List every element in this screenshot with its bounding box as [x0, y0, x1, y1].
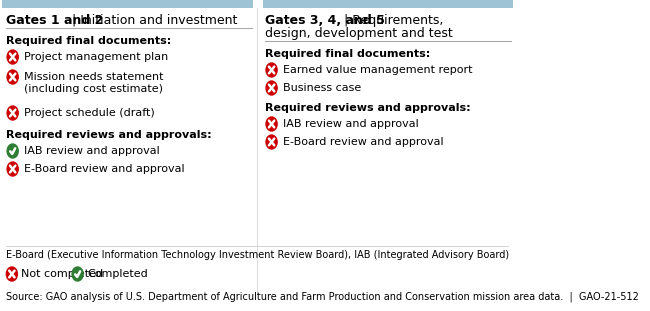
Circle shape: [7, 50, 18, 64]
Circle shape: [7, 106, 18, 120]
Text: Business case: Business case: [283, 83, 361, 93]
Circle shape: [266, 135, 277, 149]
Text: Required final documents:: Required final documents:: [6, 36, 172, 46]
Text: Project management plan: Project management plan: [24, 52, 168, 62]
Text: Required final documents:: Required final documents:: [265, 49, 430, 59]
Circle shape: [266, 81, 277, 95]
Text: Gates 3, 4, and 5: Gates 3, 4, and 5: [265, 14, 385, 27]
Text: E-Board (Executive Information Technology Investment Review Board), IAB (Integra: E-Board (Executive Information Technolog…: [6, 250, 510, 260]
Text: IAB review and approval: IAB review and approval: [24, 146, 159, 156]
Text: | Initiation and investment: | Initiation and investment: [68, 14, 237, 27]
Text: Project schedule (draft): Project schedule (draft): [24, 108, 155, 118]
Text: Mission needs statement
(including cost estimate): Mission needs statement (including cost …: [24, 72, 163, 94]
Circle shape: [72, 267, 83, 281]
Text: Earned value management report: Earned value management report: [283, 65, 472, 75]
Text: design, development and test: design, development and test: [265, 27, 453, 40]
Text: E-Board review and approval: E-Board review and approval: [24, 164, 185, 174]
Circle shape: [7, 162, 18, 176]
Circle shape: [266, 117, 277, 131]
Text: Completed: Completed: [87, 269, 148, 279]
Text: E-Board review and approval: E-Board review and approval: [283, 137, 443, 147]
Bar: [263, 0, 513, 8]
Text: IAB review and approval: IAB review and approval: [283, 119, 419, 129]
Circle shape: [6, 267, 18, 281]
Text: Required reviews and approvals:: Required reviews and approvals:: [265, 103, 471, 113]
Text: Source: GAO analysis of U.S. Department of Agriculture and Farm Production and C: Source: GAO analysis of U.S. Department …: [6, 291, 639, 301]
Circle shape: [266, 63, 277, 77]
Bar: [1, 0, 254, 8]
Circle shape: [7, 70, 18, 84]
Text: Not completed: Not completed: [21, 269, 103, 279]
Text: Required reviews and approvals:: Required reviews and approvals:: [6, 130, 212, 140]
Text: | Requirements,: | Requirements,: [341, 14, 444, 27]
Text: Gates 1 and 2: Gates 1 and 2: [6, 14, 104, 27]
Circle shape: [7, 144, 18, 158]
